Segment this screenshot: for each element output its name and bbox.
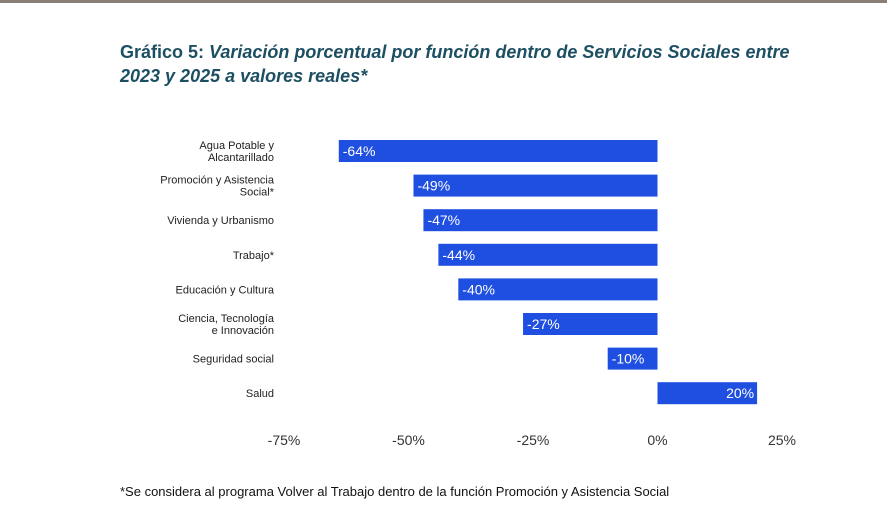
bar-chart: -64% Agua Potable y Alcantarillado -49% Prom…	[160, 140, 796, 448]
category-label-5: Ciencia, Tecnología e Innovación	[178, 313, 275, 337]
chart-title-main: Variación porcentual por función dentro …	[120, 42, 790, 86]
category-label-0: Agua Potable y Alcantarillado	[199, 140, 274, 164]
bar-4	[458, 278, 658, 301]
category-label-2: Vivienda y Urbanismo	[167, 215, 274, 227]
bar-value-label-0: -64%	[343, 143, 376, 159]
x-tick-label-0: -75%	[268, 432, 301, 448]
bar-6	[607, 347, 658, 370]
category-label-4: Educación y Cultura	[176, 284, 275, 296]
bar-value-label-2: -47%	[427, 212, 460, 228]
bar-7	[657, 382, 758, 405]
top-rule	[0, 0, 887, 3]
chart-title: Gráfico 5: Variación porcentual por func…	[120, 40, 820, 88]
bar-0	[338, 140, 658, 162]
bar-value-label-1: -49%	[417, 178, 450, 194]
x-tick-label-1: -50%	[392, 432, 425, 448]
x-tick-label-4: 25%	[768, 432, 796, 448]
chart-title-prefix: Gráfico 5:	[120, 42, 205, 62]
bar-1	[413, 174, 658, 197]
category-label-3: Trabajo*	[233, 250, 275, 262]
category-label-7: Salud	[246, 388, 274, 400]
bar-value-label-7: 20%	[726, 385, 754, 401]
bar-value-label-4: -40%	[462, 281, 495, 297]
bar-value-label-6: -10%	[612, 351, 645, 367]
bar-5	[523, 313, 658, 335]
footnote: *Se considera al programa Volver al Trab…	[120, 484, 670, 499]
x-tick-label-2: -25%	[517, 432, 550, 448]
bar-value-label-3: -44%	[442, 247, 475, 263]
bar-3	[438, 243, 658, 266]
bar-value-label-5: -27%	[527, 316, 560, 332]
bar-2	[423, 209, 658, 232]
category-label-1: Promoción y Asistencia Social*	[160, 175, 275, 199]
category-label-6: Seguridad social	[193, 354, 274, 366]
x-tick-label-3: 0%	[647, 432, 667, 448]
